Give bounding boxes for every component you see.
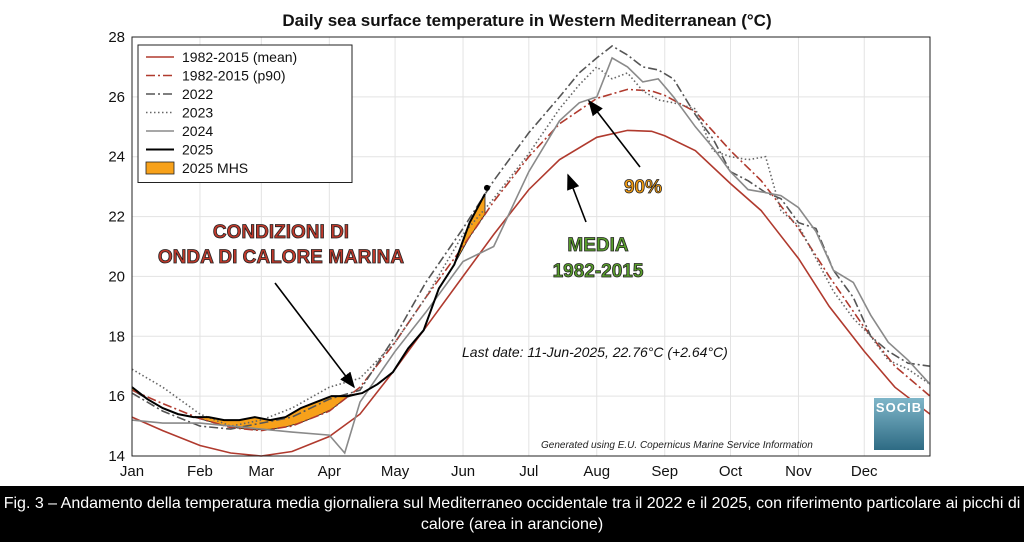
- p90-label: 90%: [624, 177, 662, 198]
- chart-title: Daily sea surface temperature in Western…: [282, 11, 771, 30]
- y-axis-ticks: 14 16 18 20 22 24 26 28: [108, 29, 125, 465]
- series-2024-line: [131, 56, 931, 455]
- y-tick-label: 22: [108, 209, 125, 226]
- last-date-marker: [483, 184, 490, 191]
- x-tick-label: Jul: [519, 463, 538, 480]
- last-date-label: Last date: 11-Jun-2025, 22.76°C (+2.64°C…: [462, 344, 728, 360]
- copernicus-credit: Generated using E.U. Copernicus Marine S…: [541, 440, 813, 451]
- x-tick-label: Oct: [719, 463, 743, 480]
- x-axis-ticks: Jan Feb Mar Apr May Jun Jul Aug Sep Oct Nov Dec: [120, 463, 878, 480]
- y-tick-label: 24: [108, 149, 125, 166]
- plot-frame: [131, 36, 931, 457]
- legend-label: 2025: [182, 142, 213, 158]
- mhs-label-line1: CONDIZIONI DI: [213, 222, 349, 243]
- x-tick-label: Apr: [318, 463, 341, 480]
- media-label-line1: MEDIA: [567, 235, 629, 256]
- socib-logo-text: SOCIB: [875, 400, 923, 415]
- x-tick-label: Aug: [583, 463, 610, 480]
- mhs-label-line2: ONDA DI CALORE MARINA: [158, 247, 405, 268]
- x-tick-label: Mar: [248, 463, 274, 480]
- media-label-line2: 1982-2015: [553, 261, 644, 282]
- series-2025-line: [131, 193, 486, 422]
- legend-label: 1982-2015 (p90): [182, 68, 286, 84]
- socib-logo: SOCIB: [874, 398, 924, 450]
- x-tick-label: Nov: [785, 463, 812, 480]
- legend-label: 1982-2015 (mean): [182, 49, 297, 65]
- series-2022-line: [131, 45, 931, 430]
- y-tick-label: 28: [108, 29, 125, 46]
- y-tick-label: 20: [108, 268, 125, 285]
- legend-label: 2022: [182, 86, 213, 102]
- legend-label: 2025 MHS: [182, 160, 248, 176]
- legend: 1982-2015 (mean) 1982-2015 (p90) 2022 2023 2…: [137, 44, 353, 183]
- x-tick-label: Dec: [851, 463, 878, 480]
- y-tick-label: 26: [108, 89, 125, 106]
- x-tick-label: Jun: [451, 463, 475, 480]
- x-tick-label: May: [381, 463, 410, 480]
- legend-box: [137, 44, 353, 183]
- y-tick-label: 14: [108, 448, 125, 465]
- legend-label: 2023: [182, 105, 213, 121]
- x-tick-label: Jan: [120, 463, 144, 480]
- figure-caption: Fig. 3 – Andamento della temperatura med…: [0, 486, 1024, 542]
- x-tick-label: Feb: [187, 463, 213, 480]
- y-tick-label: 18: [108, 328, 125, 345]
- series-1982-2015-mean--line: [131, 129, 931, 457]
- annotations: CONDIZIONI DI ONDA DI CALORE MARINA MEDI…: [157, 99, 813, 451]
- legend-swatch: [145, 161, 175, 175]
- y-tick-label: 16: [108, 388, 125, 405]
- sst-chart: Jan Feb Mar Apr May Jun Jul Aug Sep Oct Nov Dec 141…: [108, 11, 931, 480]
- x-tick-label: Sep: [651, 463, 678, 480]
- series-lines: [131, 45, 931, 457]
- legend-label: 2024: [182, 123, 213, 139]
